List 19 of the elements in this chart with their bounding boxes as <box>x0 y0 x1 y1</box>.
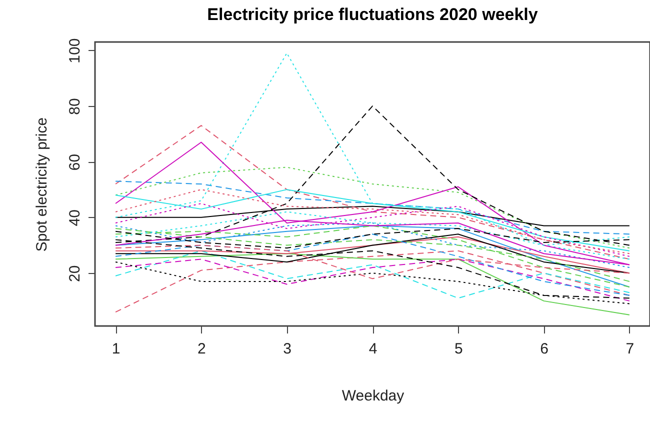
x-tick-label: 6 <box>540 340 548 358</box>
x-tick-label: 5 <box>454 340 463 358</box>
y-tick-label: 20 <box>66 265 84 282</box>
line-series <box>115 180 630 235</box>
y-axis-title: Spot electricity price <box>34 117 50 252</box>
x-axis-title: Weekday <box>342 388 405 404</box>
line-series <box>115 125 630 260</box>
x-tick-label: 2 <box>198 340 206 358</box>
y-tick-label: 80 <box>66 98 84 115</box>
chart-title: Electricity price fluctuations 2020 weekly <box>207 4 538 24</box>
line-series <box>115 166 630 249</box>
x-tick-label: 7 <box>626 340 634 358</box>
y-tick-label: 40 <box>66 210 84 226</box>
y-tick-label: 60 <box>66 154 84 171</box>
x-tick-label: 3 <box>283 340 292 358</box>
x-tick-label: 1 <box>112 340 120 358</box>
y-tick-label: 100 <box>66 38 84 64</box>
line-series <box>115 250 630 299</box>
x-tick-label: 4 <box>368 340 378 358</box>
